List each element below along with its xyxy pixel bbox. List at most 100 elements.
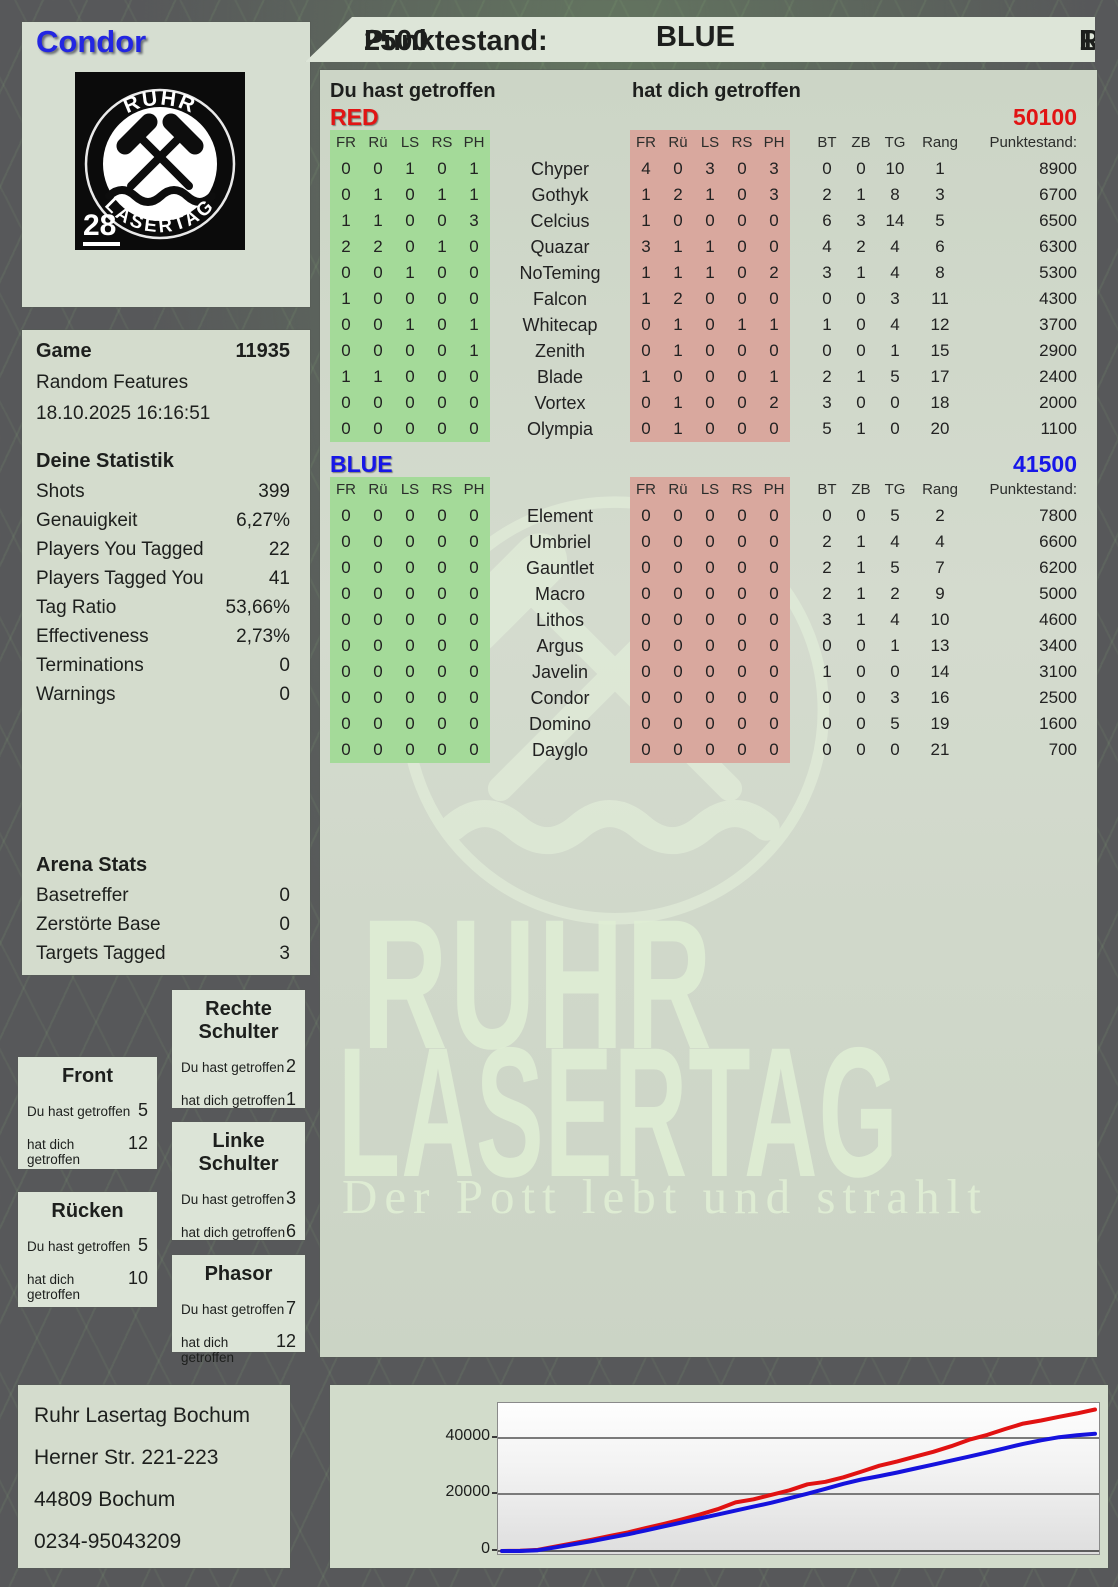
punktestand-value: 3100 [1039,662,1077,681]
they-hit-value: 0 [705,610,715,629]
table-cell [490,477,630,503]
they-hit-value: 3 [705,159,715,178]
they-hit-value: 0 [737,159,747,178]
crossed-hammers-icon [116,113,204,190]
wave-icon [105,186,216,206]
zb-value: 3 [856,211,866,230]
venue-address-box: Ruhr Lasertag Bochum Herner Str. 221-223… [18,1385,290,1568]
they-hit-value: 1 [737,315,747,334]
bodypart-box-rechte-schulter: Rechte Schulter Du hast getroffen 2 hat d… [172,990,305,1109]
you-hit-value: 0 [437,740,447,759]
bt-value: 0 [822,506,832,525]
score-header-bar: Punktestand: 2500 BLUE Rang: 16 / 21 [305,17,1095,62]
player-name: Condor [36,24,147,59]
table-row: 0 0 0 0 0 Condor 0 0 0 0 0 0 0 3 16 2500 [320,685,1077,711]
you-hit-value: 0 [437,367,447,386]
you-hit-value: 0 [373,610,383,629]
bt-value: 0 [822,636,832,655]
you-hit-value: 0 [373,263,383,282]
you-hit-value: 0 [437,289,447,308]
punktestand-value: 7800 [1039,506,1077,525]
table-cell [320,555,330,581]
they-hit-value: 0 [641,341,651,360]
team-total-score: 41500 [1013,451,1077,477]
you-hit-value: 0 [373,740,383,759]
col-header: RS [731,134,753,151]
you-hit-value: 0 [437,159,447,178]
you-hit-value: 0 [437,662,447,681]
they-hit-value: 1 [705,185,715,204]
player-name-cell: Falcon [532,289,588,309]
table-row: 0 1 0 1 1 Gothyk 1 2 1 0 3 2 1 8 3 6700 [320,182,1077,208]
table-cell [320,685,330,711]
they-hit-value: 0 [705,714,715,733]
bt-value: 0 [822,714,832,733]
they-hit-value: 0 [673,740,683,759]
you-hit-value: 0 [437,610,447,629]
bodypart-title: Linke Schulter [198,1130,279,1175]
bodypart-title: Rechte Schulter [198,998,279,1043]
stat-row-shots: Shots 399 [36,481,290,502]
punktestand-value: 3700 [1039,315,1077,334]
player-name-cell: Chyper [530,159,590,179]
col-header: PH [763,134,785,151]
you-hit-column-label: Du hast getroffen [330,80,496,102]
you-hit-value: 0 [373,688,383,707]
they-hit-value: 0 [641,558,651,577]
watermark-tagline: Der Pott lebt und strahlt [342,1169,988,1224]
punktestand-value: 2000 [1039,393,1077,412]
you-hit-value: 0 [469,740,479,759]
table-row: 2 2 0 1 0 Quazar 3 1 1 0 0 4 2 4 6 6300 [320,234,1077,260]
you-hit-value: 0 [437,263,447,282]
they-hit-value: 0 [705,289,715,308]
table-cell [790,130,810,156]
bodypart-they-row: hat dich getroffen 6 [181,1221,296,1241]
you-hit-value: 0 [341,419,351,438]
they-hit-value: 0 [737,393,747,412]
they-hit-value: 3 [641,237,651,256]
they-hit-value: 0 [705,662,715,681]
tg-value: 2 [890,584,900,603]
you-hit-value: 0 [341,558,351,577]
zb-value: 1 [856,610,866,629]
you-hit-value: 0 [469,636,479,655]
rang-value: 8 [935,263,945,282]
table-cell [490,130,630,156]
you-hit-value: 0 [373,532,383,551]
you-hit-value: 0 [469,688,479,707]
table-cell [320,607,330,633]
bt-value: 3 [822,393,832,412]
table-row: 1 1 0 0 0 Blade 1 0 0 0 1 2 1 5 17 2400 [320,364,1077,390]
bt-value: 0 [822,688,832,707]
you-hit-value: 0 [341,740,351,759]
they-hit-value: 0 [737,662,747,681]
zb-value: 1 [856,367,866,386]
they-hit-value: 0 [705,211,715,230]
you-hit-value: 0 [437,393,447,412]
you-hit-value: 0 [469,532,479,551]
you-hit-value: 1 [469,159,479,178]
bodypart-title: Rücken [51,1200,124,1222]
you-hit-value: 0 [405,237,415,256]
game-id-row: Game 11935 [36,336,290,367]
player-name-cell: Vortex [534,393,586,413]
table-row: 0 0 0 0 0 Gauntlet 0 0 0 0 0 2 1 5 7 6200 [320,555,1077,581]
you-hit-value: 0 [437,341,447,360]
punktestand-value: 2900 [1039,341,1077,360]
they-hit-value: 0 [673,610,683,629]
punktestand-value: 6300 [1039,237,1077,256]
player-name-cell: Element [526,506,594,526]
table-cell [790,581,810,607]
bodypart-they-row: hat dich getroffen 10 [27,1268,148,1302]
player-name-cell: Dayglo [531,740,589,760]
zb-value: 0 [856,740,866,759]
tg-value: 4 [890,315,900,334]
you-hit-value: 0 [437,315,447,334]
you-hit-value: 0 [405,211,415,230]
they-hit-value: 0 [705,367,715,386]
player-name-cell: Umbriel [528,532,591,552]
table-cell [790,338,810,364]
they-hit-value: 0 [705,341,715,360]
you-hit-value: 0 [373,506,383,525]
you-hit-value: 0 [341,506,351,525]
